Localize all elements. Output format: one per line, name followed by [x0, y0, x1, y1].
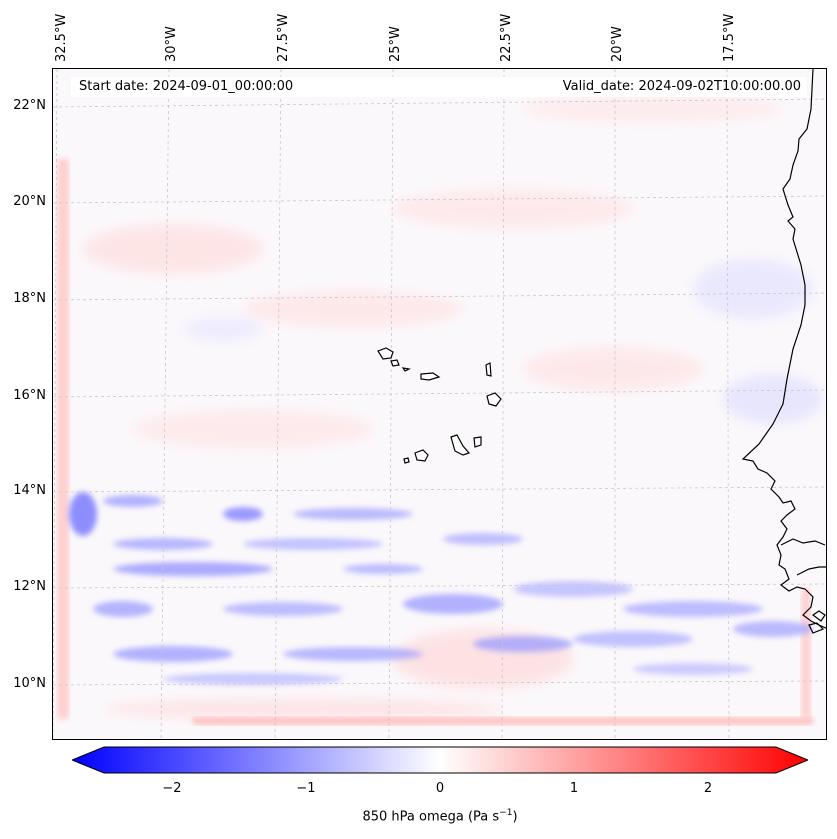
colorbar-tick-1: 1	[569, 781, 579, 796]
valid-date-label: Valid_date: 2024-09-02T10:00:00.00	[562, 79, 801, 94]
lon-label-17-5w: 17.5°W	[722, 13, 737, 62]
omega-field	[53, 69, 826, 739]
colorbar	[72, 746, 808, 774]
lon-label-32-5w: 32.5°W	[54, 13, 69, 62]
lat-label-20n: 20°N	[13, 194, 46, 209]
lon-label-22-5w: 22.5°W	[499, 13, 514, 62]
colorbar-tick-2: 2	[703, 781, 713, 796]
lat-label-18n: 18°N	[13, 291, 46, 306]
african-coastline	[741, 69, 826, 634]
colorbar-label: 850 hPa omega (Pa s−1)	[362, 808, 518, 825]
cape-verde-islands	[377, 347, 502, 464]
lon-label-20w: 20°W	[610, 26, 625, 62]
map-panel[interactable]: Start date: 2024-09-01_00:00:00 Valid_da…	[52, 68, 827, 740]
colorbar-tick-neg1: −1	[296, 781, 316, 796]
lon-label-25w: 25°W	[388, 26, 403, 62]
lat-label-12n: 12°N	[13, 579, 46, 594]
colorbar-tick-neg2: −2	[162, 781, 182, 796]
start-date-label: Start date: 2024-09-01_00:00:00	[79, 79, 294, 94]
lat-label-14n: 14°N	[13, 483, 46, 498]
lon-label-30w: 30°W	[164, 26, 179, 62]
lat-label-10n: 10°N	[13, 676, 46, 691]
lat-label-22n: 22°N	[13, 98, 46, 113]
lon-label-27-5w: 27.5°W	[276, 13, 291, 62]
colorbar-tick-0: 0	[435, 781, 445, 796]
date-info-bar: Start date: 2024-09-01_00:00:00 Valid_da…	[71, 77, 807, 97]
lat-label-16n: 16°N	[13, 388, 46, 403]
